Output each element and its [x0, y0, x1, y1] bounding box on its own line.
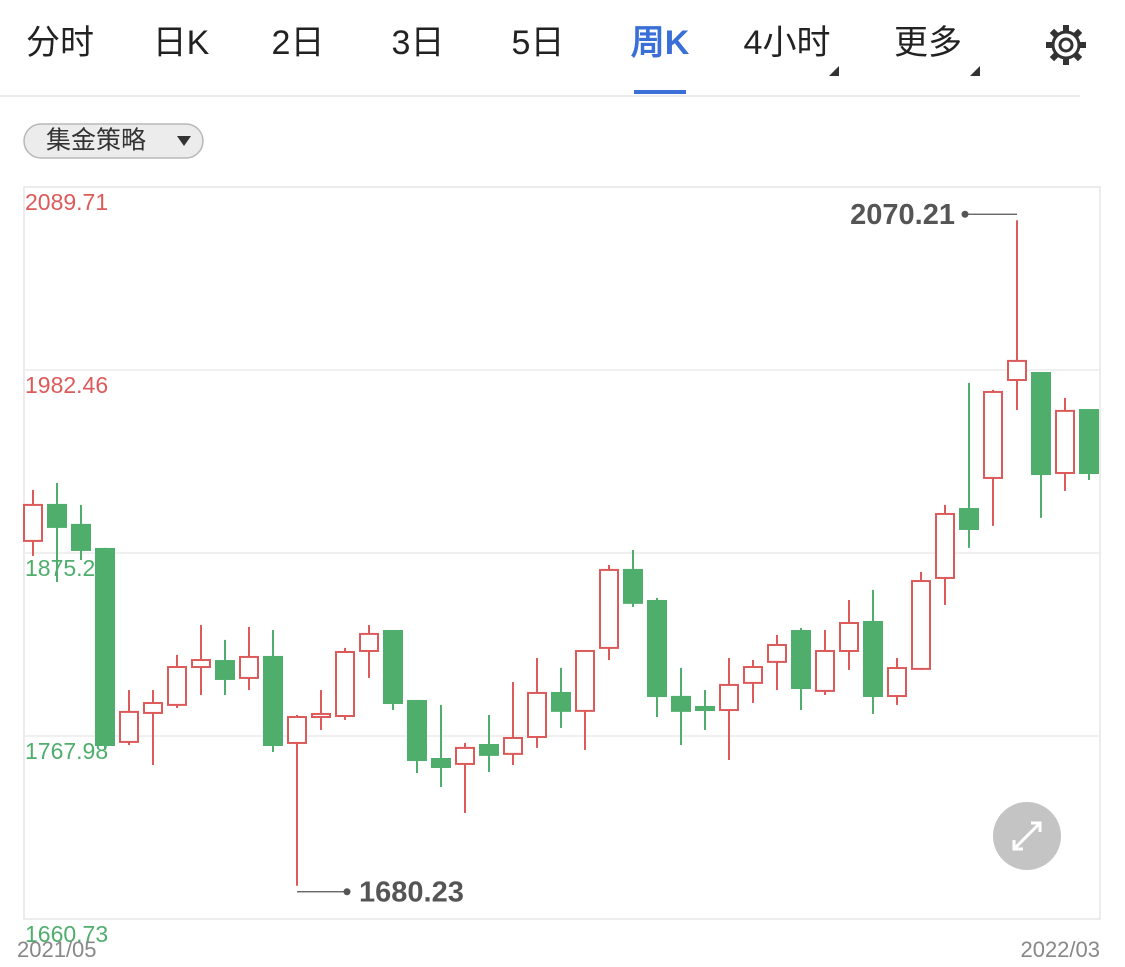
fullscreen-button[interactable]: [993, 802, 1061, 870]
candle-body: [191, 659, 211, 669]
strategy-dropdown[interactable]: 集金策略: [23, 123, 204, 159]
tab-label: 日K: [153, 24, 210, 62]
tab[interactable]: 5日: [512, 24, 565, 62]
candle-body: [359, 632, 379, 652]
candle-body: [335, 651, 355, 717]
candle-body: [671, 695, 691, 712]
tab[interactable]: 更多: [894, 24, 980, 76]
gear-teeth: [1046, 25, 1086, 65]
gear-hub: [1058, 37, 1074, 53]
fullscreen-icon: [1012, 821, 1042, 851]
candle-body: [407, 699, 427, 762]
tab-more-arrow: [970, 66, 980, 76]
candle-body: [959, 508, 979, 530]
candle-body: [95, 547, 115, 747]
candle-body: [71, 523, 91, 551]
max-label: 2070.21: [850, 199, 955, 231]
tab-label: 3日: [392, 24, 445, 62]
candle-body: [719, 683, 739, 712]
tab[interactable]: 3日: [392, 24, 445, 62]
candle-body: [1079, 409, 1099, 475]
tab[interactable]: 周K: [631, 24, 690, 94]
candle-body: [863, 620, 883, 698]
candle-body: [455, 746, 475, 765]
tab-label: 周K: [631, 24, 690, 62]
min-label: 1680.23: [359, 876, 464, 908]
candle-body: [935, 512, 955, 579]
y-tick-label: 1875.22: [25, 555, 108, 581]
candle-body: [623, 568, 643, 604]
candle-body: [23, 503, 43, 542]
tab[interactable]: 4小时: [744, 24, 839, 76]
y-tick-label: 1660.73: [25, 921, 108, 947]
candle-body: [215, 660, 235, 680]
candle-body: [839, 621, 859, 652]
candle-body: [167, 666, 187, 706]
tab-label: 2日: [272, 24, 325, 62]
candle-body: [1007, 359, 1027, 382]
candle-body: [599, 568, 619, 649]
candle-body: [791, 630, 811, 690]
candle-body: [311, 712, 331, 719]
y-tick-label: 1767.98: [25, 738, 108, 764]
candle-body: [1055, 409, 1075, 475]
max-dot: [961, 210, 969, 218]
min-dot: [343, 888, 351, 896]
tab-label: 4小时: [744, 24, 831, 62]
candle-body: [503, 737, 523, 755]
tab-more-arrow: [829, 66, 839, 76]
candle-body: [527, 691, 547, 738]
tab-label: 更多: [894, 24, 962, 62]
candle-body: [911, 580, 931, 670]
candle-body: [551, 691, 571, 712]
candle-body: [287, 716, 307, 744]
x-tick-label: 2022/03: [1020, 937, 1100, 962]
candle-body: [263, 655, 283, 747]
tab[interactable]: 2日: [272, 24, 325, 62]
candle-body: [383, 630, 403, 705]
candle-body: [647, 599, 667, 698]
dropdown-arrow: [177, 136, 191, 146]
candle-body: [239, 655, 259, 679]
tab-underline: [634, 90, 686, 94]
candle-body: [575, 649, 595, 712]
candle-body: [767, 644, 787, 663]
candle-body: [983, 390, 1003, 479]
candle-body: [431, 757, 451, 769]
dropdown-label: 集金策略: [46, 127, 146, 155]
tab[interactable]: 日K: [153, 24, 210, 62]
x-tick-label: 2021/05: [17, 937, 97, 962]
y-tick-label: 1982.46: [25, 372, 108, 398]
dropdown-pill: [23, 123, 204, 159]
candle-body: [1031, 372, 1051, 476]
candle-body: [143, 702, 163, 714]
candle-body: [479, 744, 499, 756]
candle-body: [743, 666, 763, 684]
tab-label: 分时: [26, 24, 94, 62]
candle-body: [815, 649, 835, 692]
tab-label: 5日: [512, 24, 565, 62]
tab[interactable]: 分时: [26, 24, 94, 62]
gear-ring: [1051, 30, 1081, 60]
candle-body: [695, 705, 715, 712]
candle-body: [119, 710, 139, 743]
settings-button[interactable]: [1046, 25, 1086, 65]
candle-body: [887, 667, 907, 698]
y-tick-label: 2089.71: [25, 189, 108, 215]
candle-body: [47, 503, 67, 528]
